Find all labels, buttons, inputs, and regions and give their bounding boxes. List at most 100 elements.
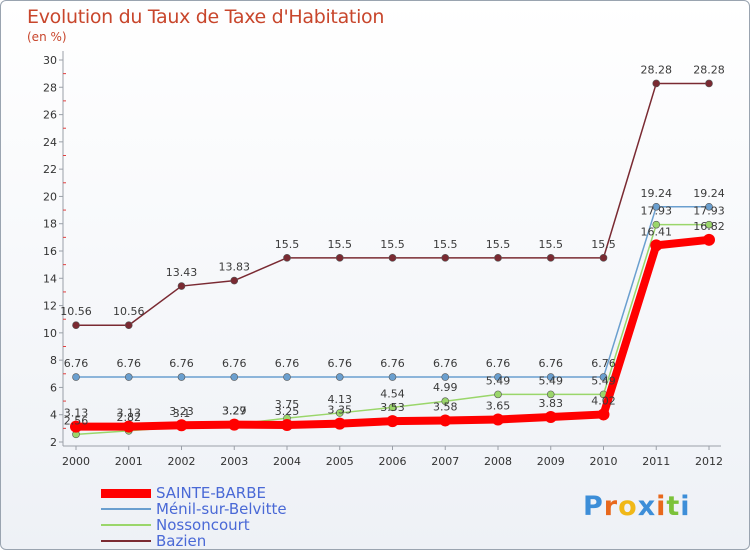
data-point — [652, 202, 661, 211]
series-line — [76, 82, 709, 326]
x-tick-label: 2012 — [695, 455, 723, 468]
chart-title: Evolution du Taux de Taxe d'Habitation — [27, 6, 385, 28]
data-point — [652, 79, 661, 88]
y-tick-label: 22 — [43, 163, 57, 176]
data-label: 15.5 — [539, 238, 564, 251]
data-point — [544, 411, 557, 424]
data-point — [652, 220, 661, 229]
data-point — [388, 254, 397, 262]
y-tick-label: 30 — [43, 54, 57, 67]
logo-letter: x — [637, 491, 657, 522]
y-tick-label: 4 — [50, 409, 57, 422]
data-label: 6.76 — [433, 357, 458, 370]
data-point — [72, 321, 80, 330]
data-point — [122, 420, 135, 433]
data-point — [124, 321, 133, 330]
data-label: 5.49 — [591, 374, 616, 387]
data-label: 3.53 — [380, 401, 405, 414]
data-label: 3.29 — [222, 404, 247, 417]
series-line — [76, 206, 709, 378]
data-label: 3.13 — [64, 407, 89, 420]
data-label: 6.76 — [275, 357, 300, 370]
data-point — [281, 418, 293, 431]
data-point — [441, 397, 450, 406]
x-tick-label: 2002 — [168, 455, 196, 468]
data-point — [705, 79, 713, 88]
data-point — [546, 254, 555, 262]
data-point — [599, 373, 608, 381]
data-label: 5.49 — [539, 374, 564, 387]
legend-label: Ménil-sur-Belvitte — [156, 500, 287, 518]
data-label: 6.76 — [169, 357, 194, 370]
data-point — [177, 282, 186, 290]
data-label: 3.83 — [539, 397, 564, 410]
x-tick-label: 2000 — [62, 455, 90, 468]
logo-letter: i — [680, 491, 691, 522]
y-tick-label: 16 — [43, 245, 57, 258]
data-point — [441, 373, 450, 381]
y-tick-label: 8 — [50, 354, 57, 367]
chart-unit-label: (en %) — [27, 30, 67, 44]
data-label: 3.58 — [433, 400, 458, 413]
data-point — [124, 373, 133, 381]
x-tick-label: 2010 — [590, 455, 618, 468]
data-label: 3.1 — [173, 407, 191, 420]
legend-label: Nossoncourt — [156, 516, 250, 534]
data-label: 28.28 — [693, 63, 725, 76]
data-point — [705, 220, 713, 229]
data-point — [439, 414, 452, 427]
x-tick-label: 2008 — [484, 455, 512, 468]
data-point — [283, 254, 291, 262]
legend-swatch — [101, 524, 151, 526]
y-tick-label: 6 — [50, 381, 57, 394]
data-label: 13.43 — [166, 266, 198, 279]
data-label: 19.24 — [693, 187, 725, 200]
data-label: 16.82 — [693, 220, 725, 233]
x-tick-label: 2007 — [431, 455, 459, 468]
data-label: 3.75 — [275, 398, 300, 411]
legend-swatch — [101, 488, 151, 498]
y-tick-label: 10 — [43, 327, 57, 340]
data-point — [705, 202, 713, 211]
y-tick-label: 20 — [43, 190, 57, 203]
data-point — [546, 390, 555, 399]
y-tick-label: 24 — [43, 136, 57, 149]
x-tick-label: 2001 — [115, 455, 143, 468]
data-label: 4.99 — [433, 381, 458, 394]
data-label: 3.13 — [117, 407, 142, 420]
data-label: 6.76 — [117, 357, 142, 370]
data-point — [388, 373, 397, 381]
logo-letter: o — [618, 491, 638, 522]
data-label: 17.93 — [693, 205, 725, 218]
data-label: 3.35 — [328, 404, 353, 417]
data-label: 3.25 — [275, 405, 300, 418]
data-point — [386, 415, 399, 428]
data-label: 4.13 — [328, 393, 353, 406]
y-tick-label: 14 — [43, 272, 57, 285]
data-label: 10.56 — [60, 305, 92, 318]
data-label: 15.5 — [328, 238, 353, 251]
data-label: 15.5 — [275, 238, 300, 251]
data-label: 16.41 — [641, 225, 673, 238]
x-tick-label: 2011 — [642, 455, 670, 468]
data-point — [492, 413, 504, 426]
data-point — [546, 373, 555, 381]
data-point — [177, 373, 186, 381]
data-point — [650, 239, 663, 252]
data-label: 6.76 — [328, 357, 353, 370]
data-point — [703, 233, 715, 246]
x-tick-label: 2009 — [537, 455, 565, 468]
data-label: 17.93 — [641, 205, 673, 218]
data-point — [494, 390, 502, 399]
data-point — [441, 254, 450, 262]
data-label: 2.56 — [64, 414, 89, 427]
data-label: 6.76 — [486, 357, 511, 370]
data-point — [72, 373, 80, 381]
x-tick-label: 2005 — [326, 455, 354, 468]
data-label: 15.5 — [380, 238, 405, 251]
data-point — [494, 373, 502, 381]
data-point — [230, 276, 239, 285]
data-label: 4.02 — [591, 394, 616, 407]
data-label: 13.83 — [219, 261, 251, 274]
